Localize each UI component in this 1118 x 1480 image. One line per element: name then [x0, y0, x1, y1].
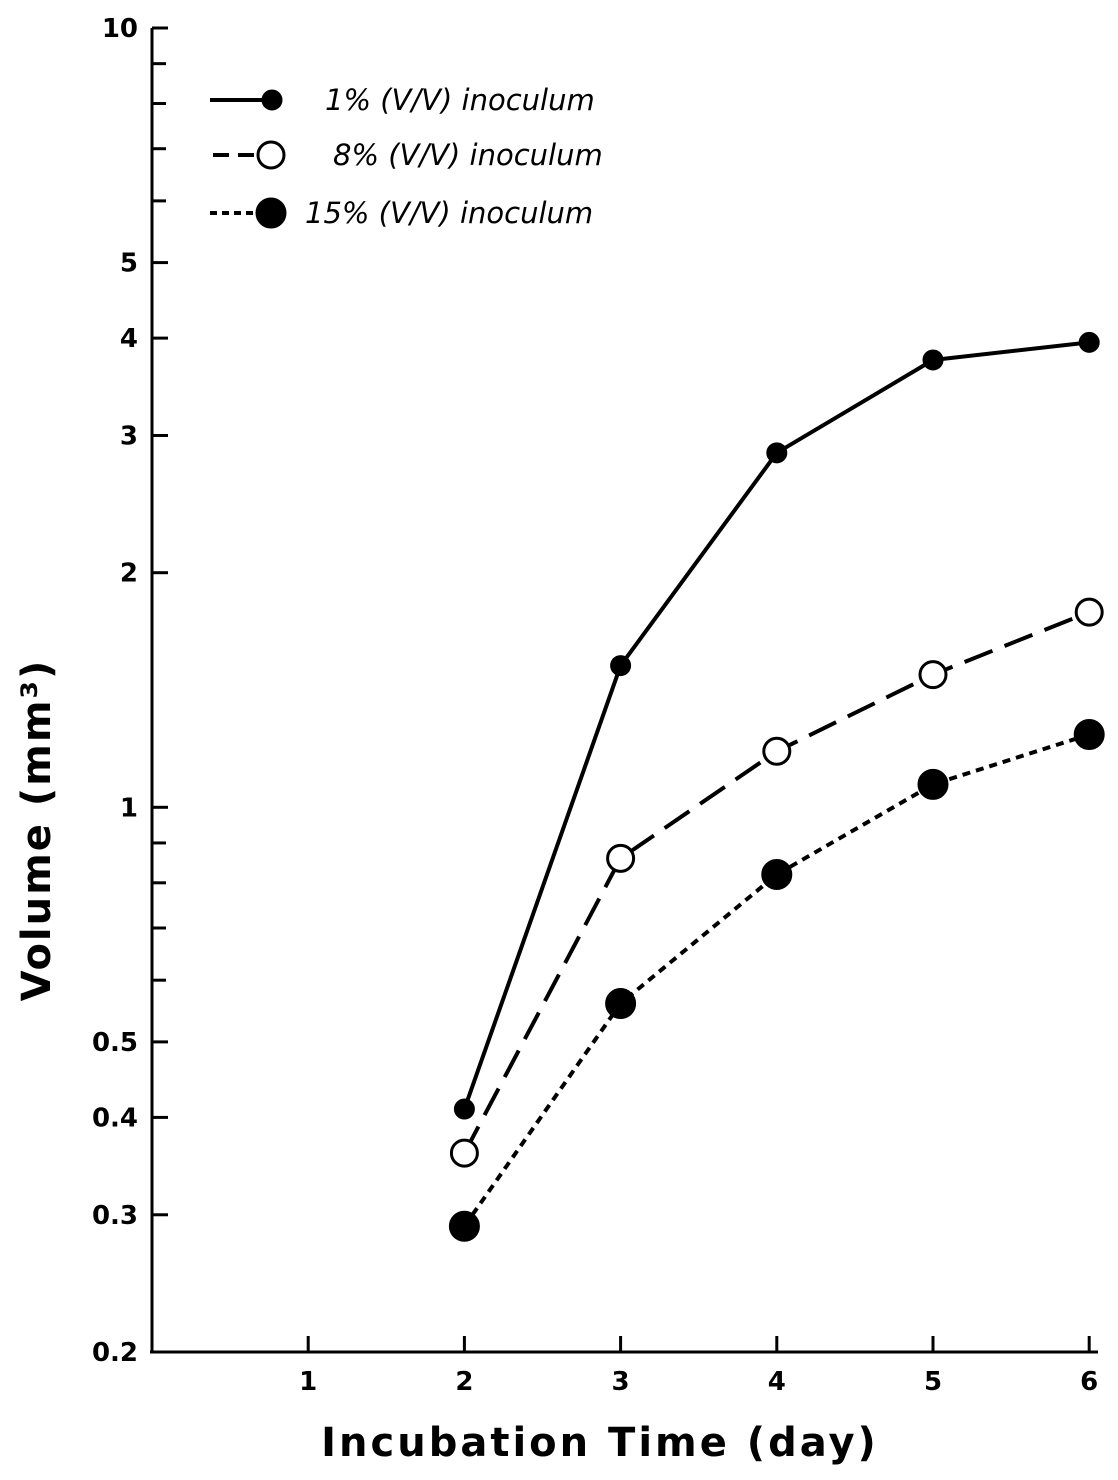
legend-marker — [255, 197, 287, 229]
legend-label: 1% (V/V) inoculum — [325, 83, 595, 117]
x-tick-label: 2 — [455, 1367, 473, 1397]
data-point — [918, 660, 948, 690]
data-point — [761, 858, 793, 890]
y-tick-label: 5 — [120, 249, 138, 279]
series-3 — [448, 718, 1105, 1242]
legend-entry: 15% (V/V) inoculum — [210, 196, 593, 230]
axes — [150, 28, 1098, 1354]
data-point — [605, 988, 637, 1020]
y-tick-label: 0.2 — [92, 1338, 138, 1368]
data-point — [606, 843, 636, 873]
ticks: 1 2 3 4 5 6 0.2 0.3 0.4 0.5 1 2 3 4 5 10 — [92, 14, 1098, 1397]
data-point — [1074, 597, 1104, 627]
y-tick-label: 3 — [120, 421, 138, 451]
legend-entry: 1% (V/V) inoculum — [210, 83, 595, 117]
data-point — [453, 1098, 475, 1120]
data-point — [448, 1210, 480, 1242]
data-point — [1073, 718, 1105, 750]
data-point — [610, 655, 632, 677]
series-1 — [453, 331, 1100, 1120]
x-tick-label: 3 — [612, 1367, 630, 1397]
data-point — [922, 349, 944, 371]
series-2 — [449, 597, 1104, 1168]
legend-marker — [256, 140, 286, 170]
y-tick-label: 0.3 — [92, 1201, 138, 1231]
x-tick-label: 1 — [299, 1367, 317, 1397]
series-layer — [448, 331, 1105, 1242]
legend-label: 8% (V/V) inoculum — [333, 138, 603, 172]
x-tick-label: 6 — [1080, 1367, 1098, 1397]
y-tick-label: 0.5 — [92, 1028, 138, 1058]
legend-label: 15% (V/V) inoculum — [305, 196, 593, 230]
data-point — [917, 768, 949, 800]
data-point — [762, 736, 792, 766]
y-tick-label: 0.4 — [92, 1103, 138, 1133]
data-point — [766, 442, 788, 464]
y-tick-label: 4 — [120, 324, 138, 354]
y-tick-label: 1 — [120, 793, 138, 823]
legend-entry: 8% (V/V) inoculum — [213, 138, 603, 172]
data-point — [449, 1138, 479, 1168]
x-tick-label: 4 — [768, 1367, 786, 1397]
x-tick-label: 5 — [924, 1367, 942, 1397]
x-axis-label: Incubation Time (day) — [321, 1420, 879, 1466]
y-tick-label: 2 — [120, 559, 138, 589]
y-tick-label: 10 — [102, 14, 138, 44]
legend: 1% (V/V) inoculum 8% (V/V) inoculum 15% (V… — [210, 83, 603, 230]
data-point — [1078, 331, 1100, 353]
y-axis-label: Volume (mm³) — [14, 659, 60, 1002]
legend-marker — [261, 89, 283, 111]
